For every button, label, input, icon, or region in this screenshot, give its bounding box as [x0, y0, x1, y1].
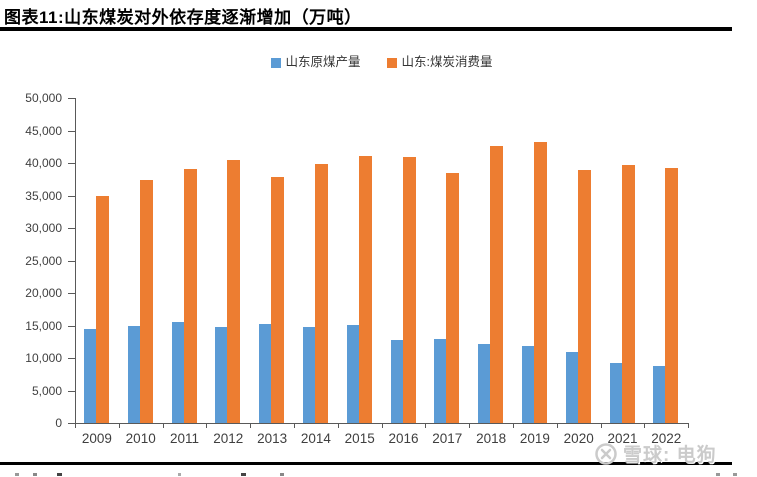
cropped-source-text-remnant [241, 473, 246, 476]
y-axis-tick-mark [68, 423, 75, 424]
y-axis-tick-mark [68, 325, 75, 327]
cropped-source-text-remnant [33, 473, 37, 476]
y-axis-tick-mark [68, 293, 75, 294]
bar-production-2019 [521, 346, 534, 423]
y-axis-tick-mark [68, 260, 75, 262]
y-axis-tick-mark [68, 358, 75, 359]
bar-consumption-2019 [533, 141, 547, 423]
bar-production-2022 [653, 366, 666, 423]
y-axis-tick-label: 20,000 [25, 286, 62, 300]
cropped-source-text-remnant [15, 473, 19, 476]
x-axis-category-label: 2020 [563, 431, 594, 446]
x-axis-category-label: 2021 [607, 431, 638, 446]
bar-production-2017 [434, 338, 447, 423]
legend-item-production: 山东原煤产量 [270, 55, 361, 69]
legend-swatch-production [270, 57, 281, 68]
page-title: 图表11:山东煤炭对外依存度逐渐增加（万吨） [4, 8, 362, 27]
y-axis-tick-label: 10,000 [25, 351, 62, 365]
x-axis-category-label: 2016 [388, 431, 419, 446]
y-axis-tick-label: 50,000 [25, 91, 62, 105]
x-axis-category-label: 2022 [651, 431, 682, 446]
bar-consumption-2009 [95, 196, 109, 423]
y-axis-tick-mark [68, 228, 75, 229]
bar-production-2018 [478, 344, 491, 423]
legend-item-consumption: 山东:煤炭消费量 [386, 55, 493, 69]
bar-consumption-2018 [490, 146, 504, 423]
y-axis-tick-label: 30,000 [25, 221, 62, 235]
x-axis-category-label: 2014 [300, 431, 331, 446]
chart-legend: 山东原煤产量 山东:煤炭消费量 [75, 56, 688, 69]
y-axis-tick-label: 0 [55, 416, 62, 430]
x-axis-tick-mark [75, 423, 76, 428]
bar-production-2021 [609, 363, 622, 423]
bar-production-2009 [83, 329, 96, 423]
bar-consumption-2012 [227, 160, 241, 423]
figure-bottom-line [0, 462, 732, 465]
y-axis-tick-mark [68, 390, 75, 392]
x-axis-tick-mark [688, 423, 690, 428]
bar-production-2020 [565, 351, 578, 423]
bar-consumption-2014 [314, 163, 328, 423]
x-axis-tick-mark [294, 423, 295, 428]
x-axis-tick-mark [381, 423, 383, 428]
x-axis-category-label: 2017 [432, 431, 463, 446]
bar-production-2016 [390, 339, 403, 423]
x-axis-category-label: 2011 [169, 431, 199, 446]
cropped-source-text-remnant [57, 473, 62, 476]
y-axis-tick-mark [68, 195, 75, 197]
x-axis-category-label: 2018 [476, 431, 507, 446]
bar-consumption-2021 [621, 164, 635, 423]
bar-consumption-2010 [139, 179, 153, 423]
legend-label-production: 山东原煤产量 [285, 55, 361, 69]
y-axis-tick-mark [68, 163, 75, 164]
y-axis-tick-label: 5,000 [31, 383, 62, 398]
cropped-source-text-remnant [733, 473, 737, 476]
y-axis-tick-mark [68, 130, 75, 132]
y-axis-tick-label: 15,000 [25, 318, 62, 333]
legend-swatch-consumption [386, 57, 397, 68]
x-axis-tick-mark [250, 423, 252, 428]
x-axis-tick-mark [513, 423, 514, 428]
bar-consumption-2022 [665, 168, 679, 423]
x-axis-category-label: 2012 [213, 431, 244, 446]
x-axis-tick-mark [337, 423, 339, 428]
x-axis-tick-mark [162, 423, 164, 428]
y-axis-line [75, 98, 76, 424]
x-axis-tick-mark [644, 423, 646, 428]
bar-production-2014 [302, 326, 315, 423]
x-axis-category-label: 2010 [125, 431, 156, 446]
x-axis-tick-mark [469, 423, 471, 428]
bar-consumption-2011 [183, 168, 197, 423]
bar-production-2013 [259, 323, 272, 423]
cropped-source-text-remnant [178, 473, 181, 476]
cropped-source-text-remnant [280, 473, 284, 476]
x-axis-tick-mark [206, 423, 208, 428]
bar-consumption-2017 [446, 173, 460, 423]
x-axis-category-label: 2009 [81, 431, 112, 446]
bar-production-2010 [127, 325, 140, 423]
cropped-source-text-remnant [716, 473, 720, 476]
x-axis-tick-mark [556, 423, 558, 428]
bar-production-2011 [171, 322, 184, 423]
y-axis-tick-label: 40,000 [25, 156, 62, 170]
bar-consumption-2020 [577, 170, 591, 423]
x-axis-category-label: 2015 [344, 431, 375, 446]
bar-consumption-2013 [271, 176, 285, 423]
y-axis-tick-label: 45,000 [25, 123, 62, 138]
title-divider-line [0, 27, 732, 31]
x-axis-tick-mark [425, 423, 427, 428]
bar-production-2012 [215, 326, 228, 423]
legend-label-consumption: 山东:煤炭消费量 [401, 55, 493, 69]
x-axis-category-label: 2019 [519, 431, 550, 446]
x-axis-tick-mark [600, 423, 602, 428]
x-axis-tick-mark [118, 423, 120, 428]
y-axis-tick-mark [68, 98, 75, 99]
bar-production-2015 [346, 324, 359, 423]
y-axis-tick-label: 35,000 [25, 188, 62, 203]
x-axis-category-label: 2013 [257, 431, 288, 446]
bar-consumption-2016 [402, 156, 416, 423]
bar-consumption-2015 [358, 155, 372, 423]
y-axis-tick-label: 25,000 [25, 253, 62, 268]
